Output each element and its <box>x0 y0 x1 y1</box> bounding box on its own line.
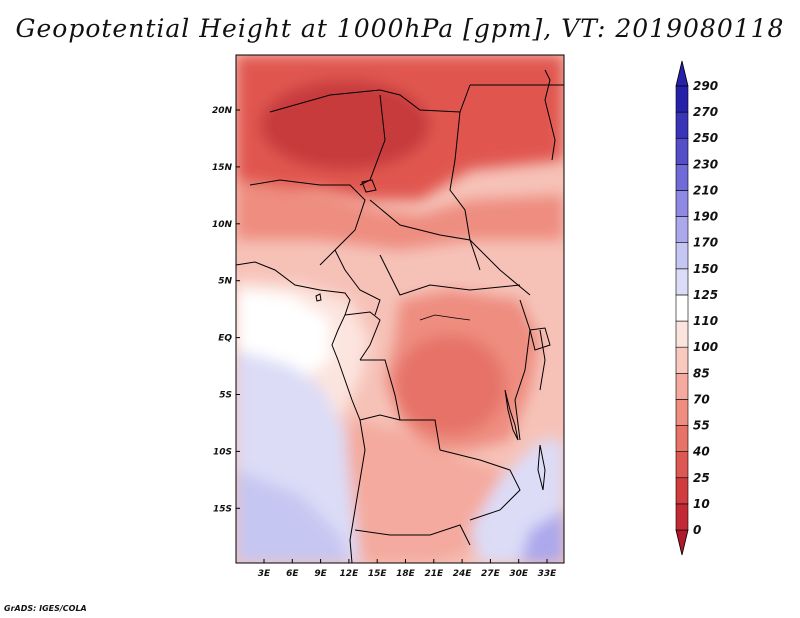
chart-title: Geopotential Height at 1000hPa [gpm], VT… <box>15 14 785 43</box>
colorbar-swatch <box>675 111 689 139</box>
lon-label: 21E <box>424 569 444 579</box>
colorbar-swatch <box>675 425 689 452</box>
lake-malawi <box>537 444 546 491</box>
latitude-axis: 20N 15N 10N 5N EQ 5S 10S 15S <box>212 106 240 514</box>
lake-victoria <box>529 327 551 351</box>
lat-label: 5N <box>218 277 232 287</box>
colorbar-swatch <box>675 320 689 348</box>
border-chad-sudan <box>449 111 481 271</box>
congo-river <box>419 314 471 321</box>
lake-chad <box>361 179 377 193</box>
border-angola <box>359 414 401 421</box>
colorbar-swatch <box>675 451 689 479</box>
colorbar-swatch <box>675 164 689 191</box>
colorbar-swatch <box>675 268 689 296</box>
colorbar-label: 55 <box>693 419 710 433</box>
colorbar-label: 110 <box>693 314 718 328</box>
colorbar-swatch <box>675 503 689 531</box>
colorbar-label: 230 <box>693 157 718 171</box>
colorbar-label: 85 <box>693 366 710 380</box>
border-drc-west <box>360 359 441 451</box>
lat-label: 15N <box>212 163 233 173</box>
field-congo-core <box>395 335 505 435</box>
lat-label: 15S <box>213 504 232 514</box>
lon-label: 15E <box>368 569 388 579</box>
lon-label: 30E <box>509 569 529 579</box>
colorbar-label: 125 <box>693 288 718 302</box>
colorbar-swatch <box>675 137 689 165</box>
colorbar-label: 290 <box>693 79 718 93</box>
colorbar-extend-low <box>675 529 689 556</box>
colorbar-swatch <box>675 346 689 374</box>
lake-tanganyika <box>504 389 519 441</box>
map-panel <box>236 55 564 563</box>
lon-label: 27E <box>481 569 501 579</box>
lon-label: 12E <box>340 569 360 579</box>
lat-label: 20N <box>212 106 233 116</box>
longitude-axis: 3E 6E 9E 12E 15E 18E 21E 24E 27E 30E 33E <box>258 559 557 579</box>
colorbar-label: 10 <box>693 497 710 511</box>
east-coast <box>544 69 556 161</box>
island-bioko <box>315 293 322 302</box>
lon-label: 3E <box>258 569 271 579</box>
field-se-deep <box>520 510 564 563</box>
map-frame <box>235 54 565 564</box>
colorbar-swatch <box>675 216 689 244</box>
lon-label: 24E <box>453 569 473 579</box>
colorbar-label: 170 <box>693 236 718 250</box>
border-niger-chad <box>359 94 386 186</box>
border-cameroon <box>334 249 381 316</box>
colorbar-label: 210 <box>693 183 718 197</box>
colorbar-extend-high <box>675 60 689 87</box>
lat-label: 10N <box>212 220 233 230</box>
border-gabon <box>344 311 381 361</box>
colorbar-label: 100 <box>693 340 718 354</box>
colorbar-label: 150 <box>693 262 718 276</box>
lon-label: 9E <box>314 569 327 579</box>
colorbar-swatch <box>675 85 689 113</box>
credit-text: GrADS: IGES/COLA <box>4 604 87 613</box>
colorbar-swatch <box>675 372 689 400</box>
colorbar-label: 250 <box>693 131 718 145</box>
colorbar-swatch <box>675 190 689 217</box>
colorbar-swatch <box>675 399 689 426</box>
border-east <box>514 299 531 441</box>
border-zambia <box>439 449 521 521</box>
colorbar-label: 25 <box>693 471 710 485</box>
colorbar-swatch <box>675 294 689 322</box>
lon-label: 6E <box>286 569 299 579</box>
border-angola-south <box>354 524 471 546</box>
lat-label: EQ <box>218 334 232 344</box>
colorbar-label: 0 <box>693 523 701 537</box>
lat-label: 5S <box>219 391 232 401</box>
border-nigeria <box>249 179 366 266</box>
lon-label: 18E <box>396 569 416 579</box>
border-east-2 <box>539 329 546 391</box>
colorbar-label: 40 <box>692 445 710 459</box>
colorbar-swatch <box>675 477 689 505</box>
lon-label: 33E <box>538 569 558 579</box>
coastline <box>236 261 366 563</box>
colorbar-label: 70 <box>693 392 710 406</box>
colorbar-label: 190 <box>693 210 718 224</box>
colorbar-swatch <box>675 242 689 270</box>
border-car-south <box>379 254 521 296</box>
colorbar-label: 270 <box>693 105 718 119</box>
colorbar: 0 10 25 40 55 70 85 100 110 125 150 170 190 210 230 250… <box>675 60 718 556</box>
field-nw-band <box>236 180 564 250</box>
country-borders <box>236 69 564 563</box>
lat-label: 10S <box>213 447 232 457</box>
border-car <box>369 199 531 296</box>
field-ocean-deep <box>236 470 350 563</box>
